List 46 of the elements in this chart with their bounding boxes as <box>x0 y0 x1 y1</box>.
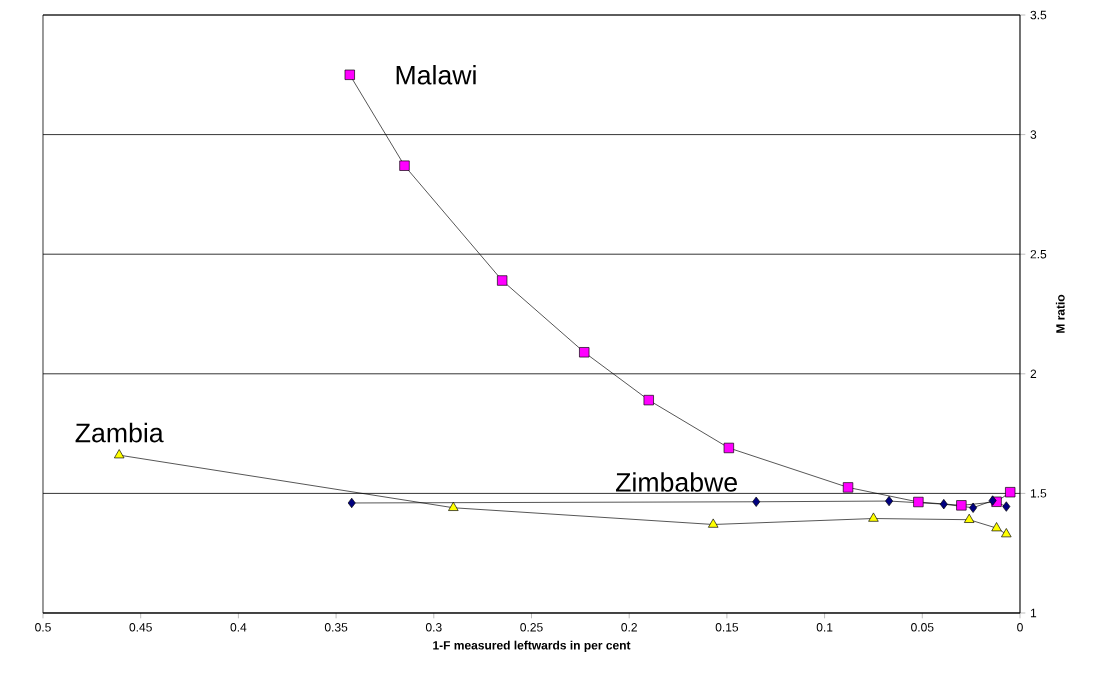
point <box>723 442 734 454</box>
point <box>114 449 125 459</box>
point <box>347 497 356 509</box>
point <box>913 496 924 508</box>
point <box>1005 487 1016 498</box>
point <box>969 502 978 513</box>
y-axis-title: M ratio <box>1055 294 1065 333</box>
x-tick-label: 0.4 <box>230 623 247 632</box>
point <box>1001 528 1012 538</box>
point <box>448 501 459 511</box>
point <box>988 495 997 506</box>
point <box>842 482 854 493</box>
x-tick-label: 0.5 <box>35 623 51 632</box>
point <box>885 495 894 507</box>
y-tick-label: 1.5 <box>1030 489 1047 498</box>
y-tick-label: 1 <box>1030 608 1037 618</box>
x-tick-label: 0.1 <box>816 623 833 632</box>
point <box>643 394 654 406</box>
x-tick-label: 0.05 <box>911 623 934 632</box>
x-tick-label: 0 <box>1017 623 1023 632</box>
y-tick-label: 3.5 <box>1030 10 1047 20</box>
point <box>752 496 761 507</box>
point <box>497 275 508 286</box>
series-label: Zimbabwe <box>615 472 737 492</box>
x-axis-title: 1-F measured leftwards in per cent <box>433 640 631 652</box>
x-tick-label: 0.35 <box>324 623 348 632</box>
point <box>991 522 1002 532</box>
x-tick-label: 0.3 <box>425 623 442 632</box>
x-tick-label: 0.2 <box>621 623 637 632</box>
point <box>868 512 879 522</box>
y-tick-label: 2 <box>1030 369 1037 378</box>
point <box>399 160 410 171</box>
y-tick-label: 2.5 <box>1030 249 1047 259</box>
x-tick-label: 0.15 <box>715 623 739 632</box>
point <box>579 347 590 358</box>
x-tick-label: 0.25 <box>520 623 543 632</box>
x-tick-label: 0.45 <box>129 623 152 632</box>
point <box>708 518 719 528</box>
point <box>344 69 355 80</box>
point <box>964 513 975 523</box>
point <box>956 500 967 511</box>
series-label: Malawi <box>396 65 476 85</box>
y-tick-label: 3 <box>1030 130 1037 139</box>
point <box>1002 501 1011 512</box>
series-label: Zambia <box>75 422 164 443</box>
point <box>939 499 948 510</box>
